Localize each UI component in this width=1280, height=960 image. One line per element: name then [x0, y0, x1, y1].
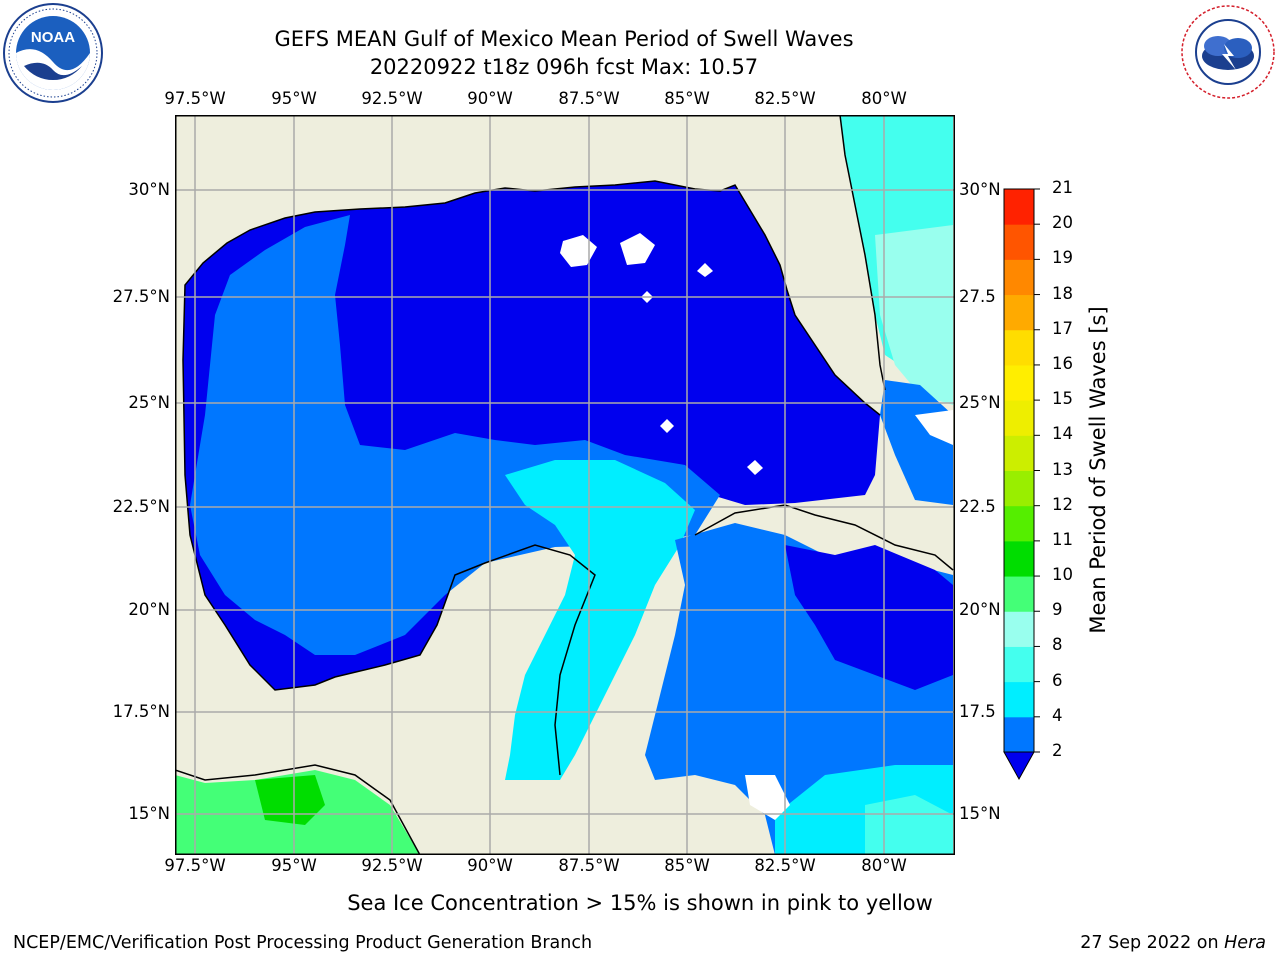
lat-label-right: 17.5 [959, 702, 996, 721]
noaa-logo: NOAA [3, 3, 103, 103]
lon-label-top: 87.5°W [558, 89, 620, 108]
colorbar-tick-label: 16 [1052, 353, 1073, 373]
lon-label-top: 85°W [664, 89, 710, 108]
lon-label-top: 80°W [861, 89, 907, 108]
caribbean-deep-region [785, 545, 953, 690]
colorbar-tick-label: 11 [1052, 529, 1073, 549]
lon-label-bottom: 85°W [664, 856, 710, 875]
colorbar-segment [1004, 329, 1034, 366]
colorbar [1003, 188, 1040, 781]
footer-date-text: 27 Sep 2022 on [1080, 933, 1225, 953]
lat-label-right: 30°N [959, 180, 1001, 199]
footer-machine: Hera [1224, 933, 1266, 953]
colorbar-tick-label: 9 [1052, 600, 1063, 620]
lon-label-bottom: 90°W [467, 856, 513, 875]
lat-label-right: 25°N [959, 393, 1001, 412]
yucatan-channel-swell [505, 460, 695, 780]
lat-label-left: 20°N [128, 600, 170, 619]
lat-label-left: 17.5°N [112, 702, 170, 721]
map-frame [175, 115, 955, 855]
map-title: GEFS MEAN Gulf of Mexico Mean Period of … [274, 27, 854, 51]
colorbar-segment [1004, 189, 1034, 225]
colorbar-tick-label: 10 [1052, 565, 1073, 585]
colorbar-segment [1004, 400, 1034, 436]
lat-label-left: 22.5°N [112, 497, 170, 516]
footer-credit: NCEP/EMC/Verification Post Processing Pr… [13, 933, 593, 953]
lat-label-left: 30°N [128, 180, 170, 199]
colorbar-segment [1004, 259, 1034, 296]
colorbar-segment [1004, 364, 1034, 401]
colorbar-tick-label: 15 [1052, 389, 1073, 409]
colorbar-tick-label: 19 [1052, 248, 1073, 268]
map-subtitle: 20220922 t18z 096h fcst Max: 10.57 [369, 55, 759, 79]
colorbar-segment [1004, 611, 1034, 647]
colorbar-segment [1004, 224, 1034, 260]
noaa-logo-text: NOAA [31, 29, 75, 46]
lon-label-bottom: 87.5°W [558, 856, 620, 875]
atlantic-cyan-region [875, 225, 953, 405]
colorbar-tick-label: 13 [1052, 459, 1073, 479]
no-data-spots [560, 233, 953, 820]
lon-label-top: 95°W [271, 89, 317, 108]
colorbar-tick-label: 14 [1052, 424, 1073, 444]
colorbar-segment [1004, 294, 1034, 331]
colorbar-segment [1004, 470, 1034, 507]
colorbar-tick-label: 4 [1052, 705, 1063, 725]
lon-label-bottom: 97.5°W [164, 856, 226, 875]
lon-label-top: 82.5°W [754, 89, 816, 108]
colorbar-label: Mean Period of Swell Waves [s] [1086, 306, 1110, 634]
colorbar-under-triangle [1003, 751, 1035, 781]
pacific-green-patch [255, 775, 325, 825]
colorbar-segment [1004, 505, 1034, 542]
lat-label-left: 27.5°N [112, 287, 170, 306]
colorbar-segment [1004, 540, 1034, 577]
lon-label-top: 97.5°W [164, 89, 226, 108]
lat-label-right: 22.5 [959, 497, 996, 516]
colorbar-segment [1004, 576, 1034, 612]
colorbar-tick-label: 6 [1052, 670, 1063, 690]
colorbar-tick-label: 12 [1052, 494, 1073, 514]
colorbar-segment [1004, 646, 1034, 683]
gulf-map [175, 115, 955, 855]
lat-label-right: 27.5 [959, 287, 996, 306]
lon-label-top: 92.5°W [361, 89, 423, 108]
lat-label-left: 25°N [128, 393, 170, 412]
atlantic-blue-strip [880, 380, 953, 505]
lat-label-left: 15°N [128, 804, 170, 823]
lon-label-bottom: 82.5°W [754, 856, 816, 875]
colorbar-tick-label: 21 [1052, 178, 1073, 197]
nws-logo [1181, 5, 1275, 99]
lon-label-bottom: 95°W [271, 856, 317, 875]
sea-ice-note: Sea Ice Concentration > 15% is shown in … [347, 891, 933, 915]
colorbar-segment [1004, 435, 1034, 471]
caribbean-light-patch [865, 795, 953, 855]
lat-label-right: 20°N [959, 600, 1001, 619]
lon-label-bottom: 92.5°W [361, 856, 423, 875]
map-grid [175, 115, 955, 855]
lon-label-top: 90°W [467, 89, 513, 108]
colorbar-tick-label: 2 [1052, 741, 1063, 760]
lon-label-bottom: 80°W [861, 856, 907, 875]
footer-date: 27 Sep 2022 on Hera [1080, 933, 1266, 953]
coastlines [175, 115, 954, 855]
colorbar-tick-label: 17 [1052, 318, 1073, 338]
colorbar-segment [1004, 681, 1034, 718]
colorbar-tick-label: 18 [1052, 283, 1073, 303]
colorbar-tick-label: 20 [1052, 213, 1073, 233]
colorbar-tick-label: 8 [1052, 635, 1063, 655]
colorbar-segment [1004, 716, 1034, 753]
lat-label-right: 15°N [959, 804, 1001, 823]
